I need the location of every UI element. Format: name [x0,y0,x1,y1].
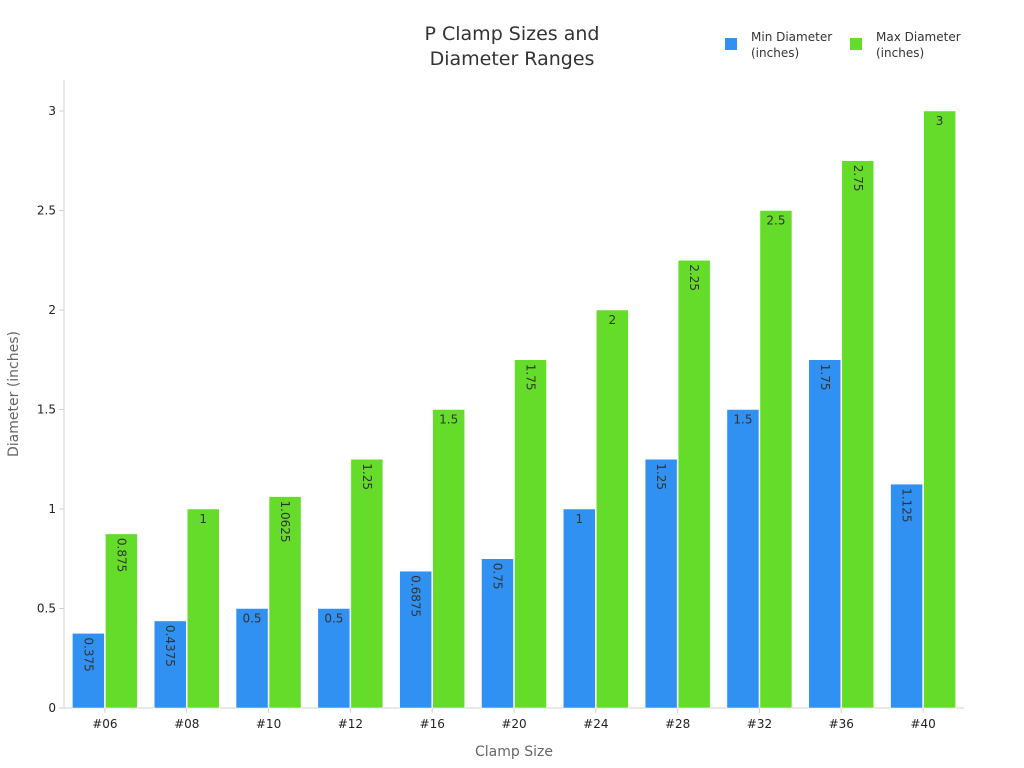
chart-title-line-2: Diameter Ranges [430,48,595,70]
bar-label-min-diameter: 1.75 [818,364,832,391]
x-tick-label: #36 [829,717,854,731]
bar-label-max-diameter: 2.5 [766,214,785,228]
bar-label-min-diameter: 0.4375 [163,625,177,667]
bar-labels: 0.375 0.875 0.4375 1 0.5 1.0625 0.5 1.25 0.6875 1… [81,114,943,672]
bar-max-diameter [105,533,138,709]
bar-max-diameter [514,359,547,709]
x-tick-label: #24 [583,717,608,731]
bar-min-diameter [153,620,187,709]
bar-label-max-diameter: 0.875 [114,538,128,572]
x-tick-label: #32 [747,717,772,731]
bar-label-min-diameter: 1.25 [654,463,668,490]
chart-title-line-1: P Clamp Sizes and [425,23,600,45]
bar-min-diameter [726,409,760,709]
legend-swatch-min-diameter [725,38,737,50]
x-tick-label: #16 [420,717,445,731]
bar-max-diameter [350,459,384,709]
bar-min-diameter [808,359,842,709]
bar-min-diameter [317,608,351,709]
y-tick-label: 3 [48,104,56,118]
bar-label-max-diameter: 1.25 [360,463,374,490]
bar-label-min-diameter: 1.5 [733,413,752,427]
bar-max-diameter [923,110,956,709]
bar-min-diameter [235,608,269,709]
bar-label-max-diameter: 3 [936,114,944,128]
legend-label-max-diameter-line-1: Max Diameter [876,30,961,44]
bar-label-max-diameter: 2.25 [687,264,701,291]
bar-min-diameter [72,633,105,709]
y-axis-title: Diameter (inches) [6,331,22,457]
y-tick-label: 0 [48,701,56,715]
bar-min-diameter [563,508,596,709]
x-tick-label: #08 [174,717,199,731]
x-tick-label: #40 [910,717,935,731]
bar-label-min-diameter: 1.125 [900,488,914,522]
legend-label-max-diameter-line-2: (inches) [876,46,924,60]
y-tick-label: 2 [48,303,56,317]
bar-label-max-diameter: 2.75 [851,165,865,192]
bar-min-diameter [890,483,923,709]
bar-max-diameter [677,260,711,709]
bar-label-min-diameter: 0.6875 [409,575,423,617]
bar-max-diameter [432,409,465,709]
y-tick-label: 1 [48,502,56,516]
legend-label-min-diameter-line-2: (inches) [751,46,799,60]
bar-max-diameter [759,210,793,709]
bar-min-diameter [399,570,432,709]
bar-label-max-diameter: 1.0625 [278,501,292,543]
x-axis-title: Clamp Size [475,744,553,760]
bar-max-diameter [268,496,302,709]
legend-swatch-max-diameter [850,38,862,50]
bars [72,110,956,709]
bar-label-min-diameter: 0.375 [81,637,95,671]
x-tick-label: #06 [92,717,117,731]
x-axis-ticks: #06 #08 #10 #12 #16 #20 #24 #28 #32 #36 #40 [92,708,936,731]
legend-label-min-diameter-line-1: Min Diameter [751,30,832,44]
bar-max-diameter [841,160,875,709]
y-axis-ticks: 0 0.5 1 1.5 2 2.5 3 [37,104,64,715]
bar-label-min-diameter: 0.75 [491,563,505,590]
bar-max-diameter [596,309,629,709]
x-tick-label: #12 [338,717,363,731]
bar-label-min-diameter: 0.5 [242,612,261,626]
bar-label-max-diameter: 1.75 [524,364,538,391]
y-tick-label: 0.5 [37,602,56,616]
bar-label-max-diameter: 1 [199,512,207,526]
y-tick-label: 1.5 [37,403,56,417]
legend: Min Diameter (inches) Max Diameter (inch… [725,30,961,60]
bar-label-max-diameter: 1.5 [439,413,458,427]
x-tick-label: #10 [256,717,281,731]
bar-min-diameter [644,459,678,709]
bar-label-min-diameter: 0.5 [324,612,343,626]
bar-label-min-diameter: 1 [575,512,583,526]
bar-max-diameter [186,508,220,709]
bar-min-diameter [481,558,514,709]
bar-label-max-diameter: 2 [608,313,616,327]
x-tick-label: #20 [501,717,526,731]
x-tick-label: #28 [665,717,690,731]
y-tick-label: 2.5 [37,204,56,218]
